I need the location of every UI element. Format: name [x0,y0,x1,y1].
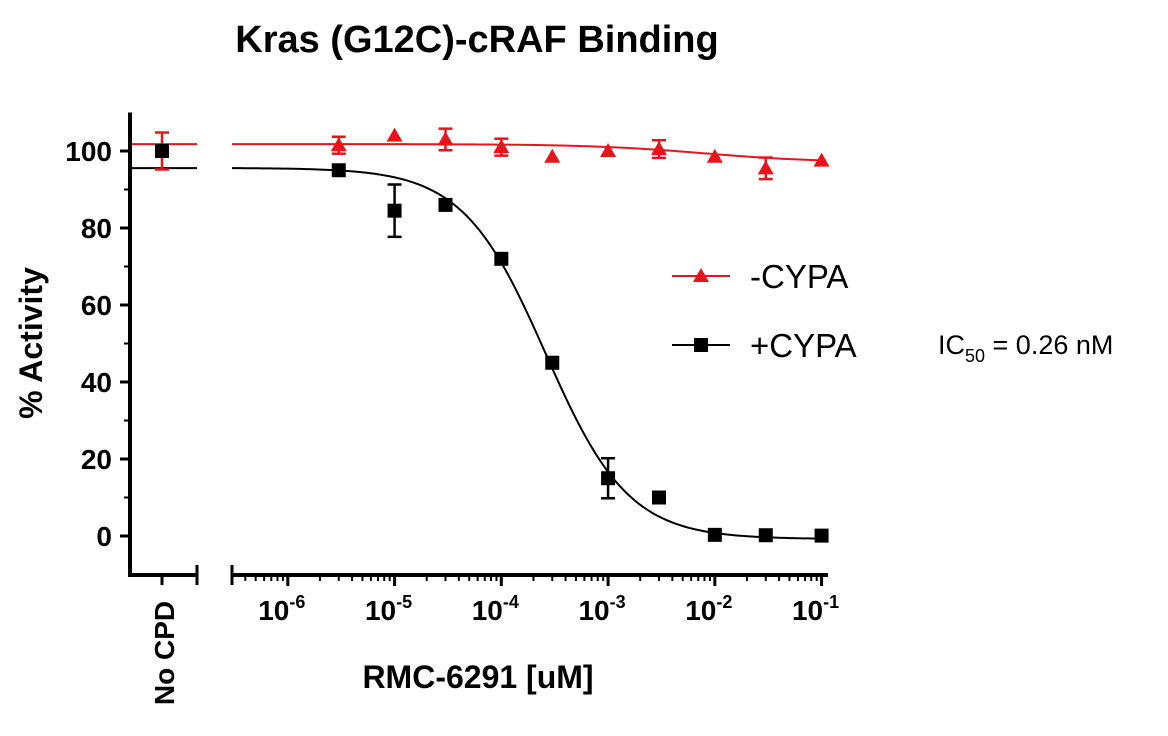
point-minus-cypa [706,148,723,163]
point-plus-cypa [707,527,722,542]
data-points [155,127,830,543]
x-tick-label: 10-4 [472,592,519,626]
y-tick-label: 0 [96,521,112,552]
ic50-annotation: IC50 = 0.26 nM [938,330,1113,366]
point-plus-cypa [601,471,616,486]
y-tick-label: 40 [81,367,112,398]
control-point [155,144,169,158]
legend-marker [694,338,708,352]
y-tick-label: 100 [65,136,112,167]
point-plus-cypa [387,203,402,218]
x-tick-label: 10-5 [365,592,412,626]
point-plus-cypa [331,163,346,178]
point-minus-cypa [493,139,510,154]
x-tick-label: 10-2 [685,592,732,626]
x-axis-title: RMC-6291 [uM] [362,659,593,695]
legend: -CYPA +CYPA [672,258,857,364]
point-plus-cypa [814,528,829,543]
y-tick-label: 20 [81,444,112,475]
x-tick-label: 10-1 [792,592,839,626]
point-minus-cypa [813,152,830,167]
axes: 0 20 40 60 80 100 10-6 10-5 10-4 10-3 10-2 10-1 [65,112,839,626]
ic50-label: IC50 = 0.26 nM [938,330,1113,366]
point-minus-cypa [544,148,561,163]
chart-title: Kras (G12C)-cRAF Binding [235,19,718,61]
point-minus-cypa [437,131,454,146]
point-plus-cypa [494,251,509,266]
point-minus-cypa [330,137,347,152]
point-plus-cypa [758,528,773,543]
y-axis-title: % Activity [13,267,49,419]
point-plus-cypa [652,490,667,505]
point-plus-cypa [438,197,453,212]
legend-label: -CYPA [750,258,848,295]
point-plus-cypa [545,355,560,370]
y-tick-label: 80 [81,213,112,244]
x-tick-label: 10-3 [578,592,625,626]
fit-curve [231,167,827,540]
point-minus-cypa [757,160,774,175]
legend-label: +CYPA [750,327,857,364]
point-minus-cypa [600,143,617,157]
point-minus-cypa [651,141,668,156]
fit-curves [132,143,827,540]
point-minus-cypa [386,127,403,142]
legend-marker [693,268,709,282]
fit-curve [232,143,827,162]
y-tick-label: 60 [81,290,112,321]
x-tick-label: 10-6 [258,592,305,626]
no-cpd-tick-label: No CPD [149,601,180,705]
